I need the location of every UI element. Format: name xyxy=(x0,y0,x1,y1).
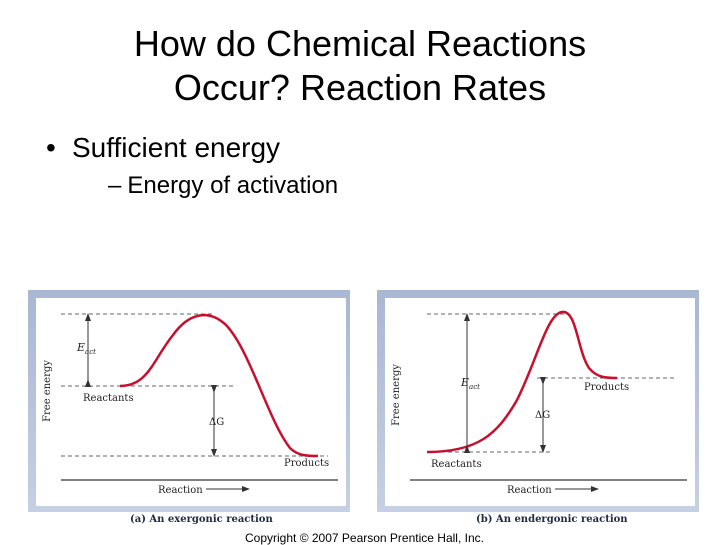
x-axis-label: Reaction xyxy=(507,485,552,496)
products-label: Products xyxy=(284,458,329,469)
x-axis-label: Reaction xyxy=(158,485,203,496)
endergonic-caption: (b) An endergonic reaction xyxy=(476,514,628,525)
delta-g-label: ΔG xyxy=(535,410,550,421)
slide-title: How do Chemical Reactions Occur? Reactio… xyxy=(0,22,720,110)
bullet-dot-icon: • xyxy=(46,132,56,163)
title-line-1: How do Chemical Reactions xyxy=(133,23,587,64)
bullet-item: • Sufficient energy xyxy=(46,128,338,168)
exergonic-figure: Free energy Eact Reactants ΔG Products R… xyxy=(28,290,350,512)
sub-bullet-text: Energy of activation xyxy=(127,172,339,199)
plot-background xyxy=(385,298,695,506)
energy-curve xyxy=(426,310,618,454)
endergonic-diagram: Free energy Eact Products ΔG Reactants R… xyxy=(385,298,695,506)
title-line-2: Occur? Reaction Rates xyxy=(173,67,547,108)
eact-label: Eact xyxy=(76,341,96,356)
y-axis-label: Free energy xyxy=(391,364,402,426)
reactants-label: Reactants xyxy=(431,459,482,470)
sub-bullet-item: – Energy of activation xyxy=(108,168,338,204)
bullet-list: • Sufficient energy – Energy of activation xyxy=(46,128,338,204)
energy-curve xyxy=(119,314,319,458)
delta-g-label: ΔG xyxy=(209,417,224,428)
eact-label: Eact xyxy=(460,376,480,391)
sub-bullet-dash-icon: – xyxy=(108,172,122,199)
exergonic-caption: (a) An exergonic reaction xyxy=(130,514,273,525)
y-axis-label: Free energy xyxy=(42,360,53,422)
reactants-label: Reactants xyxy=(83,393,134,404)
bullet-text: Sufficient energy xyxy=(72,132,281,163)
copyright-text: Copyright © 2007 Pearson Prentice Hall, … xyxy=(245,531,484,545)
products-label: Products xyxy=(584,382,629,393)
exergonic-diagram: Free energy Eact Reactants ΔG Products R… xyxy=(36,298,346,506)
endergonic-figure: Free energy Eact Products ΔG Reactants R… xyxy=(377,290,699,512)
